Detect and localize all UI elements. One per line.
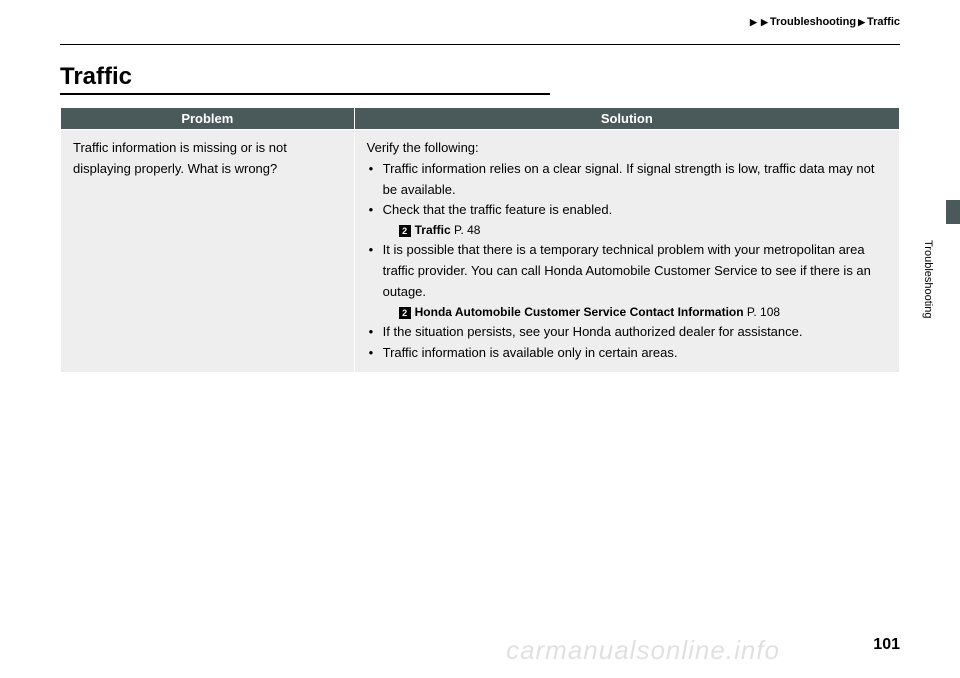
reference-icon: 2 <box>399 225 411 237</box>
breadcrumb-parent: Troubleshooting <box>770 16 856 28</box>
table-header-solution: Solution <box>354 108 899 130</box>
reference-line: 2 Traffic P. 48 <box>367 221 887 240</box>
solution-bullet: If the situation persists, see your Hond… <box>367 322 887 343</box>
troubleshooting-table: Problem Solution Traffic information is … <box>60 107 900 373</box>
reference-label: Traffic <box>415 223 451 237</box>
reference-icon: 2 <box>399 307 411 319</box>
solution-bullet: Traffic information relies on a clear si… <box>367 159 887 201</box>
table-row: Traffic information is missing or is not… <box>61 130 900 373</box>
side-tab <box>946 200 960 224</box>
solution-bullet: Check that the traffic feature is enable… <box>367 200 887 221</box>
breadcrumb-arrow-icon: ▶ <box>761 17 768 27</box>
breadcrumb-arrow-icon: ▶ <box>750 17 757 27</box>
breadcrumb-arrow-icon: ▶ <box>858 17 865 27</box>
table-header-problem: Problem <box>61 108 355 130</box>
problem-cell: Traffic information is missing or is not… <box>61 130 355 373</box>
solution-bullet: Traffic information is available only in… <box>367 343 887 364</box>
reference-page: P. 48 <box>454 223 480 237</box>
section-side-label: Troubleshooting <box>922 240 934 318</box>
watermark: carmanualsonline.info <box>506 635 780 666</box>
section-title: Traffic <box>60 63 900 91</box>
breadcrumb: ▶▶Troubleshooting▶Traffic <box>748 16 900 28</box>
page-number: 101 <box>873 636 900 654</box>
reference-label: Honda Automobile Customer Service Contac… <box>415 305 744 319</box>
reference-line: 2 Honda Automobile Customer Service Conta… <box>367 303 887 322</box>
solution-intro: Verify the following: <box>367 138 887 159</box>
title-underline <box>60 93 550 95</box>
solution-cell: Verify the following: Traffic informatio… <box>354 130 899 373</box>
header-rule <box>60 44 900 45</box>
reference-page: P. 108 <box>747 305 780 319</box>
breadcrumb-current: Traffic <box>867 16 900 28</box>
solution-bullet: It is possible that there is a temporary… <box>367 240 887 302</box>
